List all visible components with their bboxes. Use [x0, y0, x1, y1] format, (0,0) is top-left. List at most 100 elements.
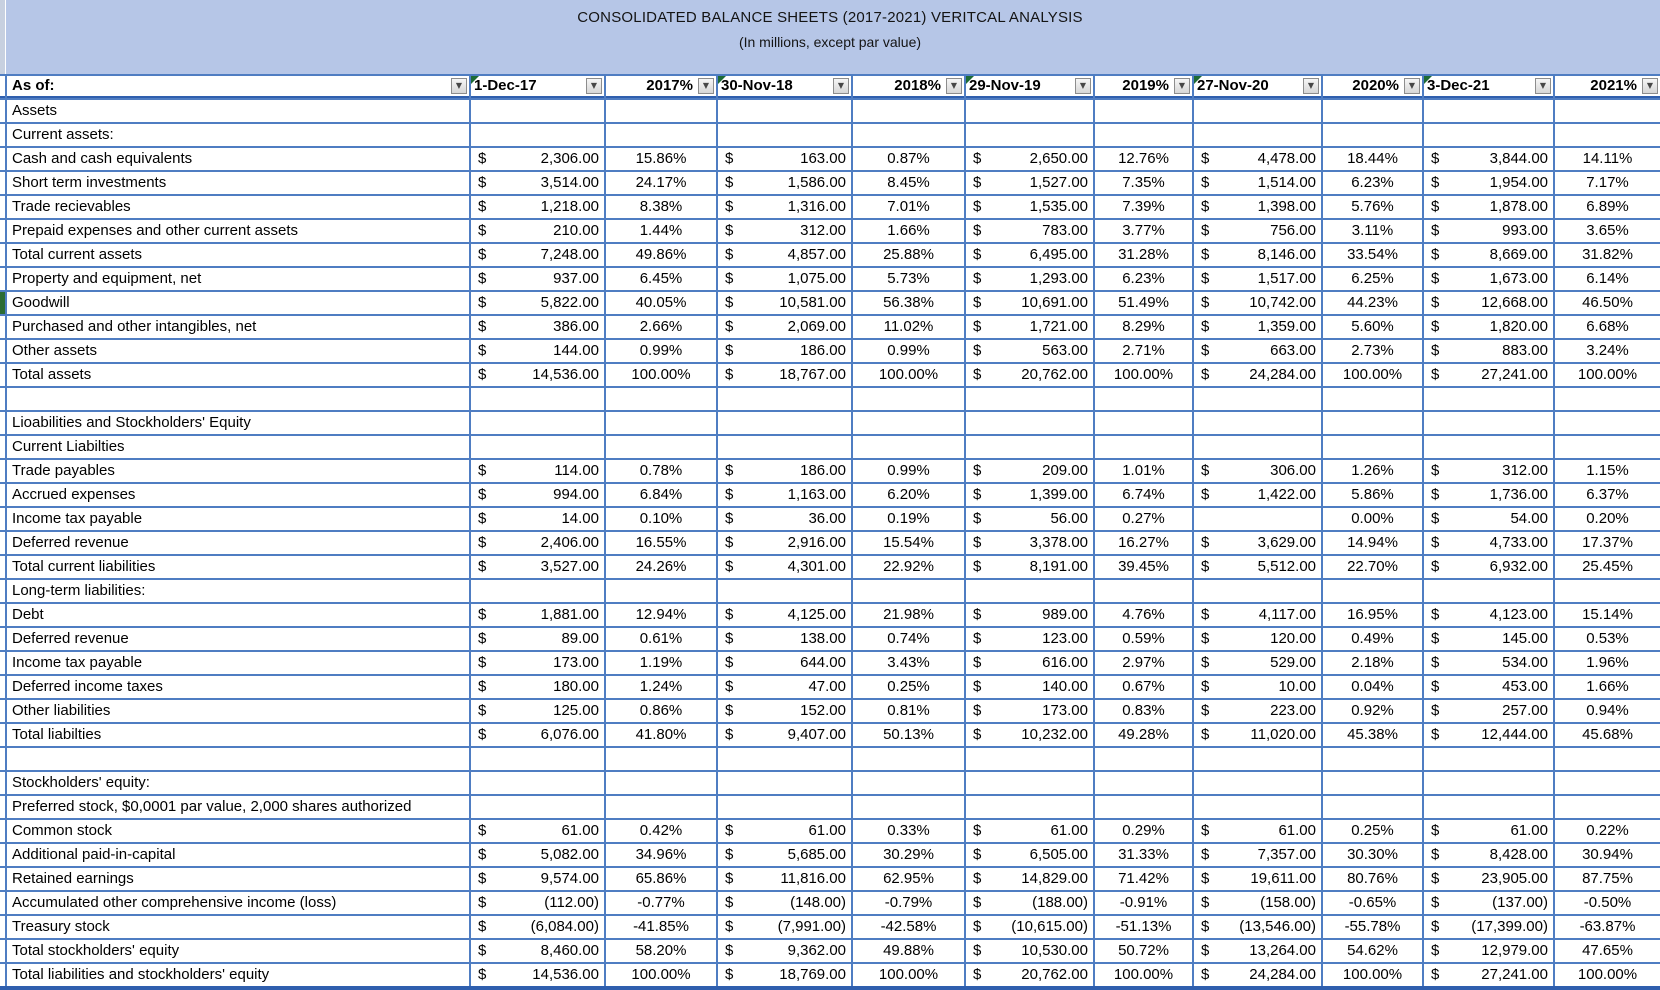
cell-percent[interactable]: 3.43% [853, 652, 964, 674]
cell-percent[interactable] [853, 100, 964, 122]
cell-amount[interactable] [1424, 748, 1553, 770]
cell-amount[interactable]: $8,191.00 [966, 556, 1093, 578]
cell-percent[interactable] [606, 412, 716, 434]
cell-amount[interactable]: $994.00 [471, 484, 604, 506]
cell-percent[interactable]: 1.96% [1555, 652, 1660, 674]
cell-amount[interactable]: $1,514.00 [1194, 172, 1321, 194]
cell-percent[interactable]: 0.87% [853, 148, 964, 170]
cell-percent[interactable]: 0.99% [853, 340, 964, 362]
cell-percent[interactable]: 25.88% [853, 244, 964, 266]
cell-amount[interactable] [718, 388, 851, 410]
filter-dropdown-button[interactable]: ▼ [1075, 78, 1091, 94]
filter-dropdown-button[interactable]: ▼ [1303, 78, 1319, 94]
cell-amount[interactable]: $ (13,546.00) [1194, 916, 1321, 938]
cell-percent[interactable] [853, 388, 964, 410]
cell-amount[interactable]: $1,721.00 [966, 316, 1093, 338]
cell-percent[interactable]: 31.28% [1095, 244, 1192, 266]
row-label[interactable]: Goodwill [7, 292, 469, 314]
cell-percent[interactable]: 7.35% [1095, 172, 1192, 194]
cell-percent[interactable] [853, 124, 964, 146]
filter-dropdown-button[interactable]: ▼ [1642, 78, 1658, 94]
cell-amount[interactable]: $ (112.00) [471, 892, 604, 914]
cell-percent[interactable]: 58.20% [606, 940, 716, 962]
cell-amount[interactable]: $1,535.00 [966, 196, 1093, 218]
cell-percent[interactable]: 15.14% [1555, 604, 1660, 626]
cell-percent[interactable]: 65.86% [606, 868, 716, 890]
cell-percent[interactable]: 16.95% [1323, 604, 1422, 626]
cell-amount[interactable]: $2,069.00 [718, 316, 851, 338]
row-label[interactable]: Additional paid-in-capital [7, 844, 469, 866]
cell-percent[interactable]: 22.70% [1323, 556, 1422, 578]
row-label[interactable]: Income tax payable [7, 508, 469, 530]
cell-percent[interactable] [1555, 412, 1660, 434]
cell-amount[interactable] [471, 436, 604, 458]
cell-amount[interactable] [966, 772, 1093, 794]
cell-percent[interactable]: 40.05% [606, 292, 716, 314]
cell-percent[interactable]: 18.44% [1323, 148, 1422, 170]
cell-percent[interactable]: 100.00% [1555, 964, 1660, 986]
cell-amount[interactable]: $6,076.00 [471, 724, 604, 746]
cell-percent[interactable]: 1.66% [853, 220, 964, 242]
row-label[interactable]: Total liabilties [7, 724, 469, 746]
cell-amount[interactable]: $61.00 [1194, 820, 1321, 842]
cell-percent[interactable] [1323, 748, 1422, 770]
cell-percent[interactable]: 6.37% [1555, 484, 1660, 506]
cell-percent[interactable]: 62.95% [853, 868, 964, 890]
cell-percent[interactable]: 6.84% [606, 484, 716, 506]
column-header-2018[interactable]: 2018% ▼ [853, 76, 964, 98]
cell-amount[interactable]: $61.00 [966, 820, 1093, 842]
cell-percent[interactable]: 16.27% [1095, 532, 1192, 554]
row-label[interactable]: Income tax payable [7, 652, 469, 674]
cell-amount[interactable]: $5,512.00 [1194, 556, 1321, 578]
cell-amount[interactable] [471, 772, 604, 794]
cell-percent[interactable]: -55.78% [1323, 916, 1422, 938]
row-label[interactable]: Deferred revenue [7, 532, 469, 554]
filter-dropdown-button[interactable]: ▼ [586, 78, 602, 94]
cell-amount[interactable] [966, 436, 1093, 458]
cell-amount[interactable] [966, 796, 1093, 818]
cell-amount[interactable]: $1,218.00 [471, 196, 604, 218]
cell-amount[interactable]: $1,820.00 [1424, 316, 1553, 338]
cell-percent[interactable]: 56.38% [853, 292, 964, 314]
row-label[interactable]: Preferred stock, $0,0001 par value, 2,00… [7, 796, 469, 818]
cell-amount[interactable] [1194, 124, 1321, 146]
row-label[interactable]: Total liabilities and stockholders' equi… [7, 964, 469, 986]
row-label[interactable]: Lioabilities and Stockholders' Equity [7, 412, 469, 434]
cell-percent[interactable] [1095, 748, 1192, 770]
cell-percent[interactable] [606, 100, 716, 122]
cell-percent[interactable]: 2.18% [1323, 652, 1422, 674]
cell-percent[interactable]: 1.15% [1555, 460, 1660, 482]
cell-amount[interactable]: $6,932.00 [1424, 556, 1553, 578]
cell-amount[interactable] [718, 748, 851, 770]
cell-amount[interactable] [1424, 796, 1553, 818]
column-header-1-dec-17[interactable]: 1-Dec-17 ▼ [471, 76, 604, 98]
cell-amount[interactable]: $ (17,399.00) [1424, 916, 1553, 938]
cell-amount[interactable] [966, 412, 1093, 434]
cell-percent[interactable]: 1.01% [1095, 460, 1192, 482]
cell-amount[interactable]: $312.00 [1424, 460, 1553, 482]
column-header-27-nov-20[interactable]: 27-Nov-20 ▼ [1194, 76, 1321, 98]
cell-percent[interactable] [1555, 580, 1660, 602]
cell-amount[interactable]: $145.00 [1424, 628, 1553, 650]
cell-percent[interactable]: 1.19% [606, 652, 716, 674]
cell-percent[interactable]: 7.17% [1555, 172, 1660, 194]
cell-amount[interactable]: $ (158.00) [1194, 892, 1321, 914]
cell-amount[interactable]: $209.00 [966, 460, 1093, 482]
cell-amount[interactable] [718, 772, 851, 794]
cell-amount[interactable]: $140.00 [966, 676, 1093, 698]
cell-amount[interactable]: $24,284.00 [1194, 964, 1321, 986]
cell-amount[interactable]: $14,536.00 [471, 964, 604, 986]
cell-amount[interactable] [1424, 772, 1553, 794]
cell-percent[interactable]: 1.66% [1555, 676, 1660, 698]
cell-percent[interactable]: -0.50% [1555, 892, 1660, 914]
cell-amount[interactable] [718, 796, 851, 818]
cell-percent[interactable]: 30.29% [853, 844, 964, 866]
cell-percent[interactable]: 5.60% [1323, 316, 1422, 338]
cell-percent[interactable]: 24.26% [606, 556, 716, 578]
row-label[interactable]: Trade payables [7, 460, 469, 482]
cell-percent[interactable]: 0.27% [1095, 508, 1192, 530]
cell-amount[interactable]: $61.00 [471, 820, 604, 842]
cell-percent[interactable]: 33.54% [1323, 244, 1422, 266]
row-label[interactable]: Total current liabilities [7, 556, 469, 578]
cell-amount[interactable]: $114.00 [471, 460, 604, 482]
